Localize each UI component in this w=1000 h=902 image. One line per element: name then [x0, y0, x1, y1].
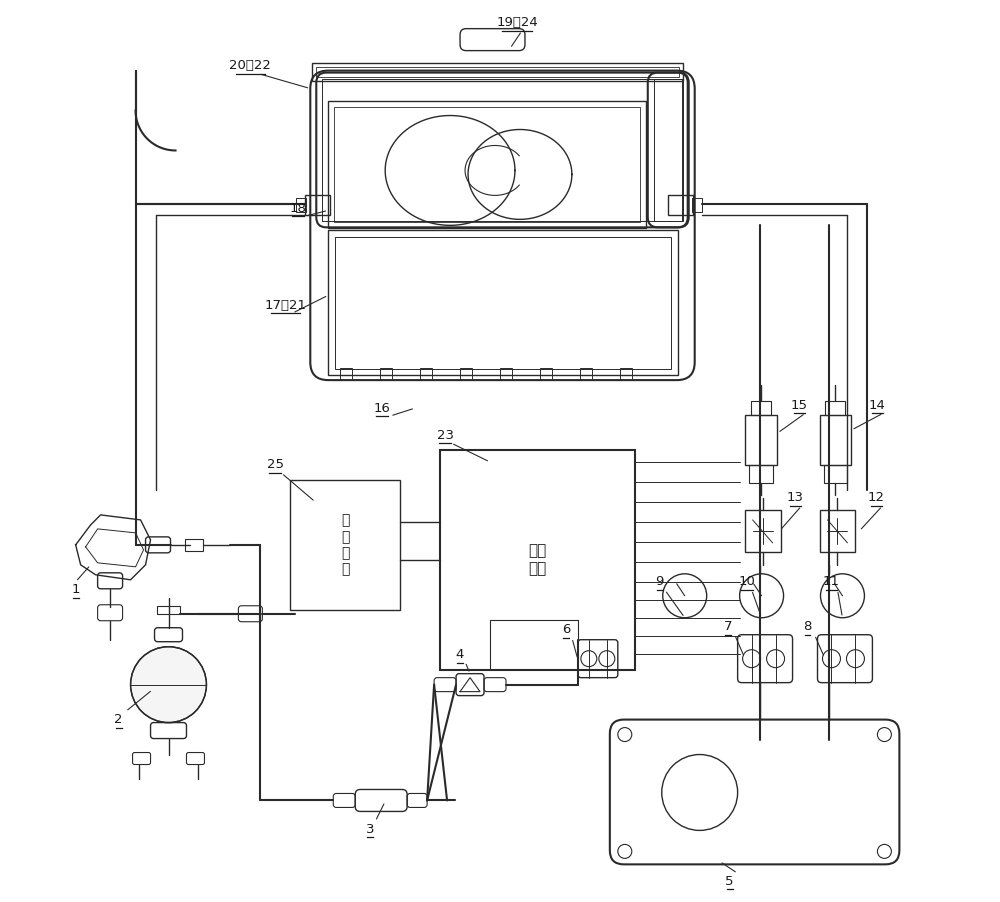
Bar — [824, 465, 847, 483]
Text: 19、24: 19、24 — [496, 16, 538, 29]
Bar — [328, 230, 678, 375]
Bar — [305, 196, 330, 216]
Bar — [820, 415, 851, 465]
Text: 15: 15 — [791, 399, 808, 411]
Bar — [322, 78, 683, 221]
Text: 8: 8 — [803, 621, 812, 633]
Text: 25: 25 — [267, 458, 284, 472]
Bar — [749, 465, 773, 483]
Text: 7: 7 — [723, 621, 732, 633]
Text: 20、22: 20、22 — [229, 60, 271, 72]
Bar — [825, 401, 845, 415]
Bar — [328, 100, 646, 228]
Text: 1: 1 — [71, 584, 80, 596]
Bar — [668, 196, 693, 216]
Bar — [692, 198, 702, 212]
Text: 11: 11 — [823, 575, 840, 588]
Text: 23: 23 — [437, 428, 454, 441]
Bar — [820, 510, 855, 552]
Text: 10: 10 — [738, 575, 755, 588]
Bar — [157, 606, 180, 613]
Bar — [580, 368, 592, 380]
Bar — [340, 368, 352, 380]
Text: 6: 6 — [562, 623, 570, 636]
Bar — [745, 415, 777, 465]
Bar — [316, 67, 679, 77]
Bar — [500, 368, 512, 380]
Text: 16: 16 — [374, 401, 391, 415]
Text: 9: 9 — [656, 575, 664, 588]
Text: 5: 5 — [725, 875, 734, 888]
Text: 14: 14 — [869, 399, 886, 411]
Bar — [335, 237, 671, 369]
Bar — [312, 62, 683, 80]
Bar — [290, 480, 400, 610]
Bar — [185, 538, 203, 551]
Text: 12: 12 — [868, 492, 885, 504]
Text: 3: 3 — [366, 823, 374, 836]
Circle shape — [131, 647, 206, 723]
Bar — [460, 368, 472, 380]
Text: 18: 18 — [290, 202, 307, 215]
Bar — [380, 368, 392, 380]
Text: 4: 4 — [456, 649, 464, 661]
Bar — [420, 368, 432, 380]
Text: 17、21: 17、21 — [264, 299, 306, 312]
Text: 显
示
单
元: 显 示 单 元 — [341, 513, 349, 576]
Bar — [440, 450, 635, 669]
Text: 空制
单元: 空制 单元 — [528, 544, 546, 576]
Bar — [620, 368, 632, 380]
Bar — [540, 368, 552, 380]
Bar — [334, 106, 640, 223]
Bar — [745, 510, 781, 552]
Bar — [296, 198, 306, 212]
Text: 2: 2 — [114, 713, 123, 726]
Bar — [751, 401, 771, 415]
Bar — [654, 78, 682, 221]
Text: 13: 13 — [787, 492, 804, 504]
